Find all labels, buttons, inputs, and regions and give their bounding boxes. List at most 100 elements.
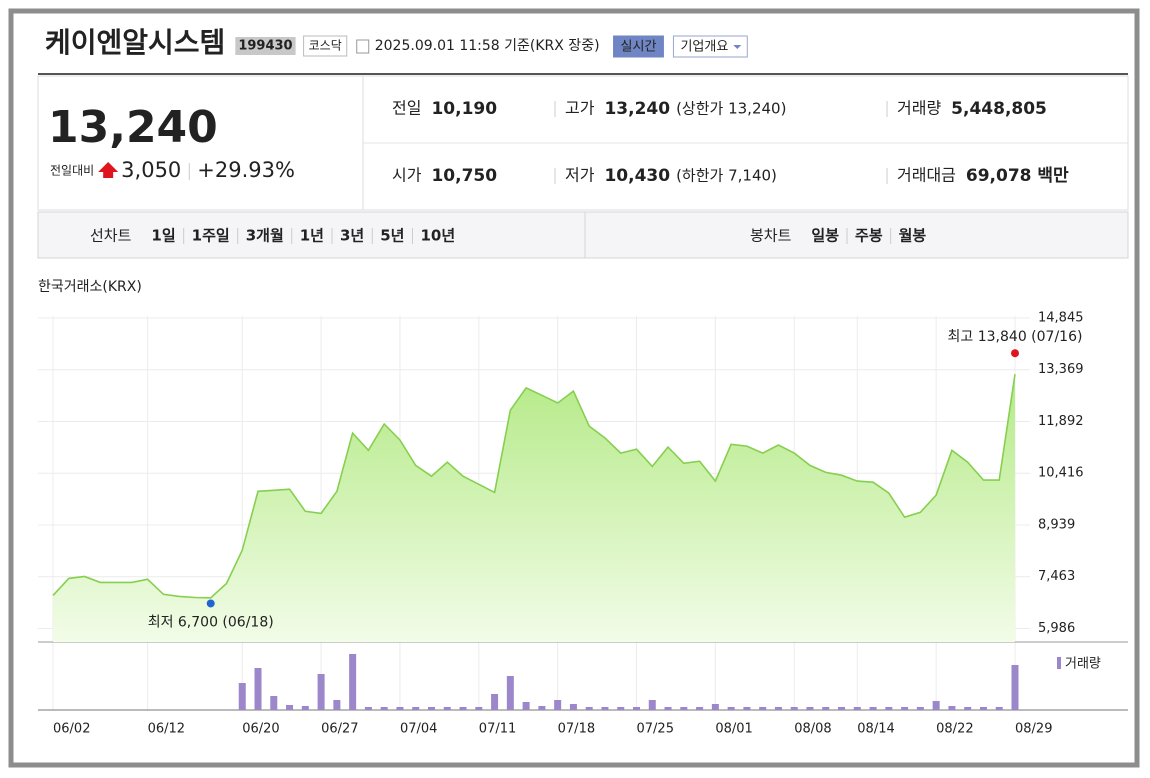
volume-bar [774,707,782,710]
tab-bar [37,211,1129,259]
volume-bar [853,707,861,710]
volume-bar [364,707,372,710]
extreme-marker [206,599,215,608]
volume-bar [916,707,924,710]
volume-bar [932,701,940,710]
volume-bar [648,700,656,710]
company-button-label: 기업개요 [680,40,728,55]
x-tick-label: 06/02 [53,722,90,737]
volume-bar [506,676,514,710]
period-tab[interactable]: 1일 [151,227,175,245]
volume-bar [885,707,893,710]
y-tick-label: 13,369 [1038,362,1084,377]
stat-label: 전일 [392,99,421,118]
realtime-button[interactable] [613,35,664,58]
x-tick-label: 08/29 [1015,722,1052,737]
volume-bar [790,707,798,710]
period-tab[interactable]: 10년 [421,227,456,245]
volume-bar [617,707,625,710]
candle-tab[interactable]: 일봉 [811,227,839,245]
candle-tab[interactable]: 주봉 [855,227,883,245]
x-tick-label: 07/04 [400,722,437,737]
volume-bar [286,705,294,710]
y-tick-label: 14,845 [1038,311,1084,326]
volume-bar [869,707,877,710]
volume-bar [380,707,388,710]
company-button[interactable] [672,35,748,58]
volume-bar [979,707,987,710]
price-box [37,75,364,211]
change-amount: 3,050 [121,158,181,182]
volume-bar [664,707,672,710]
x-tick-label: 07/18 [558,722,595,737]
volume-bar [759,707,767,710]
y-tick-label: 7,463 [1038,569,1075,584]
stat-note: (하한가 7,140) [676,167,777,185]
stat-value: 69,078 백만 [966,166,1069,186]
volume-bar [554,700,562,710]
volume-bar [743,707,751,710]
code-box [235,37,296,55]
price-area [53,374,1015,642]
volume-bar [491,694,499,710]
market-tag: 코스닥 [309,39,342,53]
current-price: 13,240 [48,102,218,153]
volume-bar [727,707,735,710]
volume-bar [601,707,609,710]
period-tab[interactable]: 1주일 [192,227,230,245]
volume-bar [838,707,846,710]
legend-label: 거래량 [1065,657,1101,672]
volume-bar [822,707,830,710]
tab-group-label: 선차트 [90,227,132,245]
volume-bar [475,707,483,710]
x-tick-label: 06/20 [242,722,279,737]
chart-source: 한국거래소(KRX) [38,279,142,295]
period-tab[interactable]: 3년 [340,227,364,245]
stat-label: 거래량 [897,99,941,118]
period-tab[interactable]: 5년 [380,227,404,245]
stat-value: 10,750 [431,166,497,186]
y-tick-label: 11,892 [1038,414,1084,429]
volume-bar [427,707,435,710]
period-tab[interactable]: 3개월 [246,227,284,245]
volume-bar [301,706,309,710]
volume-bar [585,707,593,710]
clock-icon [356,39,370,54]
dropdown-arrow [733,45,742,49]
volume-bar [711,704,719,710]
volume-bar [522,702,530,710]
volume-bar [806,707,814,710]
volume-bar [964,707,972,710]
price-line [52,374,1016,599]
timestamp: 2025.09.01 11:58 기준(KRX 장중) [375,38,600,54]
tab-group-label: 봉차트 [750,227,792,245]
stat-value: 10,430 [604,166,670,186]
period-tab[interactable]: 1년 [300,227,324,245]
x-tick-label: 08/01 [715,722,752,737]
extreme-marker [1011,349,1019,358]
volume-bar [238,683,246,710]
x-tick-label: 07/11 [479,722,516,737]
change-label: 전일대비 [50,164,94,178]
extreme-label: 최저 6,700 (06/18) [148,614,274,630]
volume-bar [254,668,262,710]
volume-bar [1011,665,1019,710]
volume-bar [696,707,704,710]
legend-swatch [1057,657,1061,669]
y-tick-label: 10,416 [1038,466,1084,481]
candle-tab[interactable]: 월봉 [899,227,927,245]
volume-bar [412,707,420,710]
volume-bar [270,696,278,710]
volume-bar [459,707,467,710]
stat-value: 13,240 [604,99,670,119]
extreme-label: 최고 13,840 (07/16) [948,329,1083,345]
x-tick-label: 08/14 [857,722,894,737]
stat-label: 시가 [392,166,422,185]
volume-bar [538,706,546,710]
volume-bar [948,706,956,710]
volume-bar [333,700,341,710]
x-tick-label: 06/27 [321,722,358,737]
market-box [303,35,348,57]
volume-bar [633,707,641,710]
